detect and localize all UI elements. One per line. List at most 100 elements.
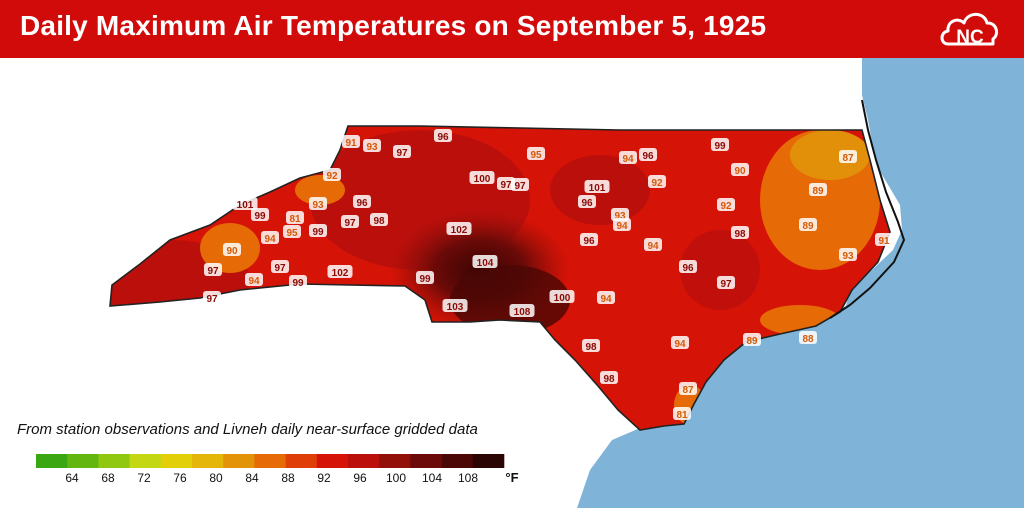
temperature-label: 94 [671, 336, 689, 350]
temperature-label: 96 [353, 195, 371, 209]
legend-tick-label: 88 [281, 471, 295, 485]
temperature-value: 97 [396, 148, 408, 159]
temperature-value: 95 [286, 228, 298, 239]
temperature-label: 98 [582, 339, 600, 353]
source-note: From station observations and Livneh dai… [17, 421, 478, 438]
temperature-label: 93 [611, 208, 629, 222]
temperature-value: 93 [366, 142, 378, 153]
temperature-label: 101 [584, 180, 610, 194]
temperature-label: 90 [731, 163, 749, 177]
temperature-value: 99 [292, 278, 304, 289]
temperature-label: 87 [679, 382, 697, 396]
temperature-label: 89 [743, 333, 761, 347]
legend-tick-label: 96 [353, 471, 367, 485]
legend-swatch [410, 454, 442, 468]
temperature-value: 96 [437, 132, 449, 143]
temperature-value: 90 [734, 166, 746, 177]
temperature-label: 81 [286, 211, 304, 225]
temperature-label: 81 [673, 407, 691, 421]
temperature-label: 98 [370, 213, 388, 227]
nc-cloud-logo-icon: NC [940, 12, 999, 48]
temperature-value: 88 [802, 334, 814, 345]
temperature-label: 90 [223, 243, 241, 257]
temperature-value: 97 [500, 180, 512, 191]
temperature-label: 99 [251, 208, 269, 222]
legend-tick-label: 100 [386, 471, 406, 485]
temperature-label: 92 [648, 175, 666, 189]
temperature-label: 89 [809, 183, 827, 197]
temperature-value: 94 [674, 339, 686, 350]
temperature-label: 101 [232, 197, 258, 211]
temperature-label: 108 [509, 304, 535, 318]
temperature-label: 93 [309, 197, 327, 211]
temperature-value: 94 [248, 276, 260, 287]
temperature-value: 97 [344, 218, 356, 229]
temperature-label: 92 [323, 168, 341, 182]
temperature-value: 95 [530, 150, 542, 161]
legend-swatch [254, 454, 286, 468]
temperature-label: 93 [363, 139, 381, 153]
legend-swatch [316, 454, 349, 468]
temperature-value: 96 [583, 236, 595, 247]
temperature-value: 90 [226, 246, 238, 257]
temperature-value: 81 [289, 214, 301, 225]
temperature-label: 99 [289, 275, 307, 289]
temperature-label: 102 [446, 222, 472, 236]
temperature-value: 97 [514, 181, 526, 192]
legend-swatch [129, 454, 162, 468]
temperature-value: 93 [312, 200, 324, 211]
legend-swatch [379, 454, 411, 468]
temperature-value: 102 [332, 268, 349, 279]
temperature-value: 94 [600, 294, 612, 305]
temperature-value: 93 [842, 251, 854, 262]
outer-banks [829, 99, 906, 319]
legend-swatch [441, 454, 474, 468]
temperature-label: 94 [597, 291, 615, 305]
temperature-label: 97 [204, 263, 222, 277]
temperature-label: 97 [717, 276, 735, 290]
temperature-label: 87 [839, 150, 857, 164]
legend-tick-label: 64 [65, 471, 79, 485]
temperature-label: 94 [619, 151, 637, 165]
temperature-value: 94 [264, 234, 276, 245]
temperature-value: 101 [237, 200, 254, 211]
temperature-label: 94 [261, 231, 279, 245]
temperature-value: 87 [682, 385, 694, 396]
temperature-value: 96 [356, 198, 368, 209]
temperature-value: 98 [585, 342, 597, 353]
temperature-label: 97 [393, 145, 411, 159]
legend-swatch [160, 454, 193, 468]
temperature-label: 92 [717, 198, 735, 212]
temperature-label: 96 [580, 233, 598, 247]
temperature-label: 89 [799, 218, 817, 232]
legend-tick-label: 92 [317, 471, 331, 485]
svg-text:NC: NC [956, 27, 984, 48]
temperature-value: 102 [451, 225, 468, 236]
legend-tick-label: 76 [173, 471, 187, 485]
temperature-value: 96 [682, 263, 694, 274]
temperature-value: 96 [581, 198, 593, 209]
temperature-label: 99 [416, 271, 434, 285]
temperature-value: 92 [326, 171, 338, 182]
temperature-value: 89 [802, 221, 814, 232]
temperature-value: 99 [419, 274, 431, 285]
legend-unit: °F [505, 470, 518, 485]
temperature-label: 94 [245, 273, 263, 287]
legend-swatch [285, 454, 318, 468]
temperature-label: 102 [327, 265, 353, 279]
temperature-value: 100 [474, 174, 491, 185]
temperature-label: 91 [342, 135, 360, 149]
temperature-value: 94 [647, 241, 659, 252]
legend-tick-label: 84 [245, 471, 259, 485]
temperature-label: 94 [644, 238, 662, 252]
temperature-value: 89 [812, 186, 824, 197]
temperature-label: 100 [469, 171, 495, 185]
legend-tick-label: 72 [137, 471, 151, 485]
atlantic-ocean [577, 58, 1024, 508]
temperature-value: 89 [746, 336, 758, 347]
temperature-label: 97 [497, 177, 515, 191]
legend-tick-label: 80 [209, 471, 223, 485]
temperature-value: 81 [676, 410, 688, 421]
temperature-value: 87 [842, 153, 854, 164]
